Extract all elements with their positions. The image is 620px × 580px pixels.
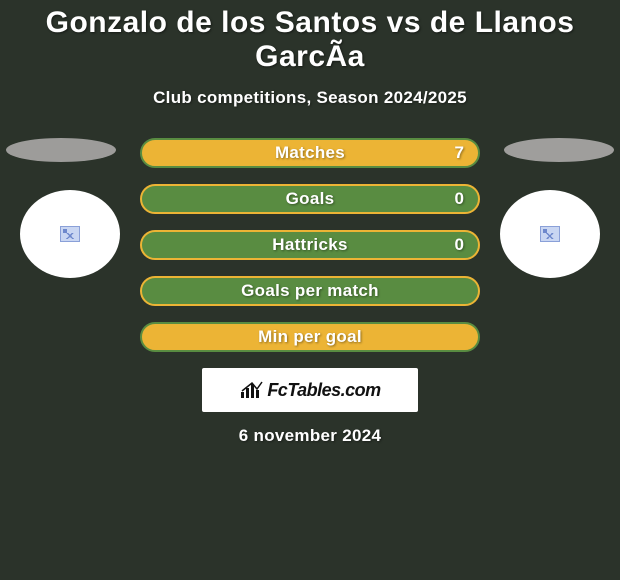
content-area: Matches 7 Goals 0 Hattricks 0 Goals per match M… [0, 138, 620, 446]
flag-right [504, 138, 614, 162]
stat-label: Matches [275, 143, 345, 163]
image-placeholder-icon [540, 226, 560, 242]
stat-value-right: 0 [455, 235, 464, 255]
stat-rows: Matches 7 Goals 0 Hattricks 0 Goals per match M… [140, 138, 480, 352]
stat-label: Goals per match [241, 281, 379, 301]
date-text: 6 november 2024 [0, 426, 620, 446]
logo-chart-icon [239, 380, 267, 400]
stat-label: Min per goal [258, 327, 362, 347]
player-avatar-left [20, 190, 120, 278]
stat-row: Hattricks 0 [140, 230, 480, 260]
logo-text: FcTables.com [267, 380, 380, 401]
flag-left [6, 138, 116, 162]
stat-row: Min per goal [140, 322, 480, 352]
image-placeholder-icon [60, 226, 80, 242]
stat-row: Goals 0 [140, 184, 480, 214]
page-title: Gonzalo de los Santos vs de Llanos GarcÃ… [0, 0, 620, 74]
stat-row: Matches 7 [140, 138, 480, 168]
player-avatar-right [500, 190, 600, 278]
logo-box: FcTables.com [202, 368, 418, 412]
stat-value-right: 7 [455, 143, 464, 163]
stat-row: Goals per match [140, 276, 480, 306]
subtitle: Club competitions, Season 2024/2025 [0, 88, 620, 108]
stat-label: Hattricks [272, 235, 347, 255]
stat-label: Goals [286, 189, 335, 209]
stat-value-right: 0 [455, 189, 464, 209]
comparison-card: Gonzalo de los Santos vs de Llanos GarcÃ… [0, 0, 620, 580]
